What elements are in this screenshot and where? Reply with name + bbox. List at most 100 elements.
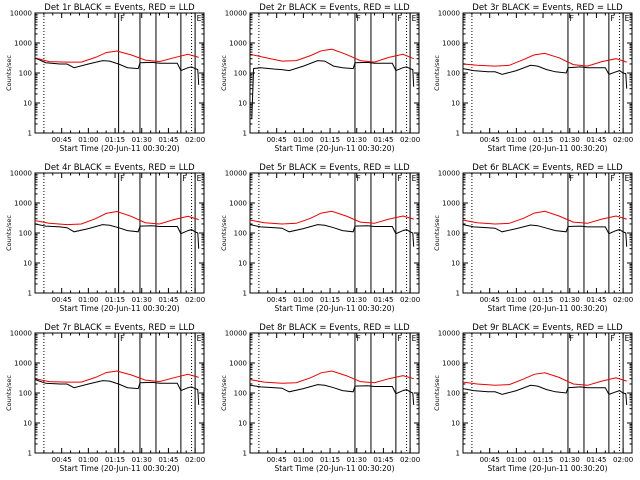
lld-series-line [463, 372, 627, 386]
x-tick-label: 01:45 [373, 456, 393, 464]
y-tick-label: 100 [19, 390, 32, 398]
x-axis-label: Start Time (20-Jun-11 00:30:20) [275, 144, 395, 153]
x-tick-label: 00:45 [480, 136, 500, 144]
x-tick-label: 02:00 [613, 296, 633, 304]
flag-label: E [625, 334, 630, 343]
flag-label: E [197, 174, 202, 183]
x-tick-label: 01:30 [132, 296, 152, 304]
y-tick-label: 100 [447, 230, 460, 238]
y-tick-label: 10 [23, 420, 32, 428]
y-tick-label: 10000 [10, 170, 32, 178]
y-tick-label: 1 [28, 130, 32, 138]
events-series-line [251, 60, 415, 119]
plot-frame [462, 12, 633, 134]
x-tick-label: 01:30 [560, 456, 580, 464]
x-tick-label: 01:45 [158, 136, 178, 144]
x-tick-label: 01:30 [347, 296, 367, 304]
x-axis-label: Start Time (20-Jun-11 00:30:20) [275, 464, 395, 473]
y-tick-label: 10 [238, 100, 247, 108]
plot-frame [34, 172, 205, 294]
y-axis-label: Counts/sec [220, 375, 228, 411]
y-axis-label: Counts/sec [5, 375, 13, 411]
x-tick-label: 01:15 [105, 296, 125, 304]
y-tick-label: 10 [451, 420, 460, 428]
y-tick-label: 1000 [442, 40, 460, 48]
y-tick-label: 100 [19, 230, 32, 238]
y-axis-label: Counts/sec [5, 55, 13, 91]
y-tick-label: 100 [19, 70, 32, 78]
x-tick-label: 02:00 [185, 136, 205, 144]
x-tick-label: 01:15 [320, 136, 340, 144]
x-tick-label: 00:45 [267, 456, 287, 464]
detector-panel: Det 3r BLACK = Events, RED = LLD 1 10 100 10… [433, 3, 633, 153]
y-tick-label: 1 [243, 130, 247, 138]
flag-label: F [397, 174, 401, 183]
panel-title: Det 7r BLACK = Events, RED = LLD [44, 323, 195, 333]
y-tick-label: 1000 [229, 200, 247, 208]
x-tick-label: 00:45 [267, 296, 287, 304]
y-tick-label: 10 [451, 260, 460, 268]
x-axis-label: Start Time (20-Jun-11 00:30:20) [275, 304, 395, 313]
y-axis-label: Counts/sec [433, 55, 441, 91]
x-tick-label: 01:15 [533, 136, 553, 144]
y-tick-label: 1000 [229, 40, 247, 48]
events-series-line [463, 64, 628, 89]
x-tick-label: 00:45 [52, 136, 72, 144]
y-tick-label: 10000 [438, 10, 460, 18]
x-tick-label: 01:45 [586, 136, 606, 144]
detector-panel: Det 1r BLACK = Events, RED = LLD 1 10 100 10… [5, 3, 205, 153]
y-axis-label: Counts/sec [433, 215, 441, 251]
lld-series-line [463, 210, 627, 225]
y-tick-label: 1000 [442, 200, 460, 208]
x-tick-label: 01:45 [373, 296, 393, 304]
x-tick-label: 00:45 [267, 136, 287, 144]
x-axis-label: Start Time (20-Jun-11 00:30:20) [60, 464, 180, 473]
x-tick-label: 01:30 [560, 136, 580, 144]
flag-label: E [197, 334, 202, 343]
plot-frame [462, 332, 633, 454]
flag-label: F [356, 334, 360, 343]
x-tick-label: 01:30 [347, 456, 367, 464]
plot-area [250, 333, 415, 453]
plot-area [35, 333, 200, 453]
y-axis-label: Counts/sec [220, 215, 228, 251]
flag-label: F [569, 334, 573, 343]
x-tick-label: 02:00 [400, 296, 420, 304]
events-series-line [35, 57, 200, 85]
y-tick-label: 100 [447, 70, 460, 78]
panel-title: Det 5r BLACK = Events, RED = LLD [259, 163, 410, 173]
y-tick-label: 1000 [229, 360, 247, 368]
x-tick-label: 01:00 [293, 456, 313, 464]
plot-frame [34, 332, 205, 454]
x-tick-label: 02:00 [613, 456, 633, 464]
y-tick-label: 1 [456, 290, 460, 298]
x-tick-label: 01:45 [586, 456, 606, 464]
y-tick-label: 1000 [14, 40, 32, 48]
y-tick-label: 100 [234, 70, 247, 78]
flag-label: F [120, 334, 124, 343]
events-series-line [463, 384, 628, 405]
events-series-line [250, 384, 415, 405]
plot-area [35, 173, 200, 293]
plot-frame [34, 12, 205, 134]
x-tick-label: 01:15 [105, 456, 125, 464]
x-tick-label: 01:00 [78, 296, 98, 304]
y-tick-label: 10000 [225, 330, 247, 338]
flag-label: F [120, 14, 124, 23]
flag-label: F [397, 334, 401, 343]
detector-panel: Det 8r BLACK = Events, RED = LLD 1 10 100 10… [220, 323, 420, 473]
x-tick-label: 02:00 [185, 456, 205, 464]
x-tick-label: 01:00 [506, 296, 526, 304]
flag-label: F [610, 334, 614, 343]
panel-title: Det 4r BLACK = Events, RED = LLD [44, 163, 195, 173]
y-tick-label: 10 [23, 260, 32, 268]
x-axis-label: Start Time (20-Jun-11 00:30:20) [488, 464, 608, 473]
x-tick-label: 01:15 [320, 296, 340, 304]
plot-frame [249, 12, 420, 134]
y-tick-label: 10000 [10, 330, 32, 338]
flag-label: F [182, 174, 186, 183]
lld-series-line [463, 52, 627, 67]
x-tick-label: 01:45 [586, 296, 606, 304]
x-axis-label: Start Time (20-Jun-11 00:30:20) [488, 304, 608, 313]
x-tick-label: 01:45 [158, 296, 178, 304]
